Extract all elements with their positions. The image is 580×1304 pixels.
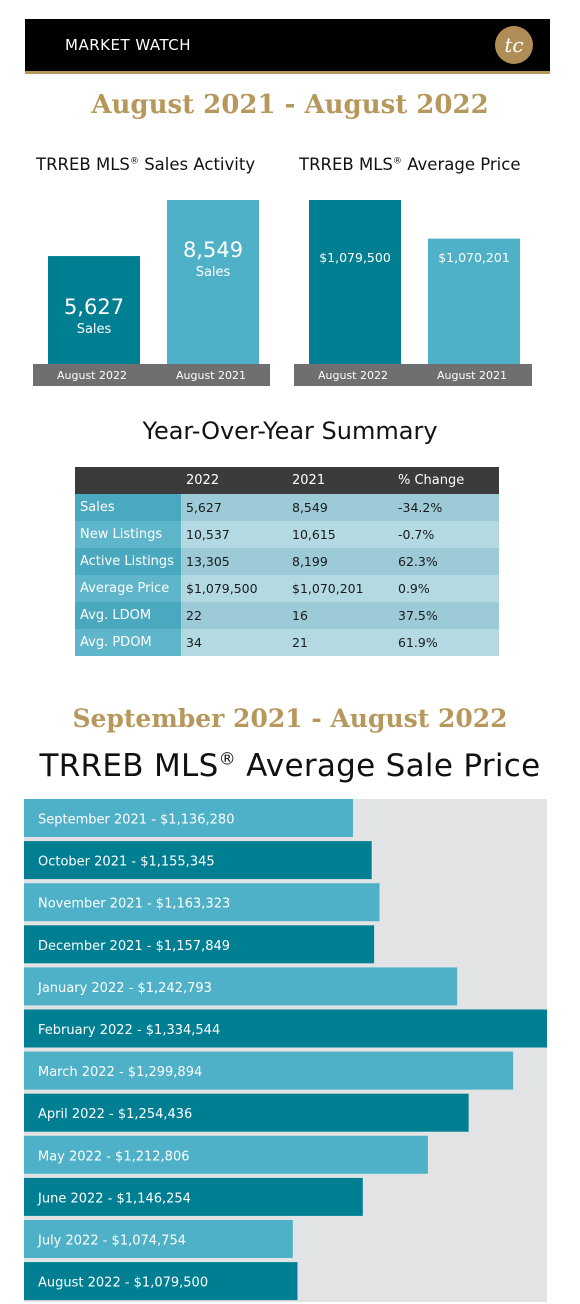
bar-label: August 2022 - $1,079,500 (38, 1276, 208, 1291)
bar (24, 799, 354, 837)
cell-change: -34.2% (393, 494, 499, 521)
cell-change: 62.3% (393, 548, 499, 575)
cell-change: 61.9% (393, 629, 499, 656)
brand-logo: tc (495, 26, 533, 64)
cell-change: 37.5% (393, 602, 499, 629)
summary-col-header: % Change (393, 467, 499, 494)
data-label: $1,079,500 (319, 250, 391, 265)
summary-col-header: 2021 (287, 467, 393, 494)
cell-2021: $1,070,201 (287, 575, 393, 602)
bar-label: October 2021 - $1,155,345 (38, 855, 215, 870)
row-label: Avg. PDOM (75, 629, 181, 656)
bar-label: January 2022 - $1,242,793 (37, 981, 212, 996)
summary-table: 2022 2021 % Change Sales 5,627 8,549 -34… (75, 467, 499, 656)
bar (24, 1009, 547, 1048)
bar-label: December 2021 - $1,157,849 (38, 939, 230, 954)
bar (24, 1177, 363, 1216)
bar (24, 1051, 514, 1090)
cell-change: -0.7% (393, 521, 499, 548)
cell-2021: 16 (287, 602, 393, 629)
bar (24, 967, 458, 1006)
table-row: Avg. PDOM 34 21 61.9% (75, 629, 499, 656)
bar (24, 883, 380, 922)
cell-2022: 22 (181, 602, 287, 629)
x-axis-band (294, 364, 532, 386)
cell-2021: 8,199 (287, 548, 393, 575)
row-label: New Listings (75, 521, 181, 548)
data-label-unit: Sales (77, 322, 112, 337)
bar (24, 1135, 428, 1174)
table-row: Average Price $1,079,500 $1,070,201 0.9% (75, 575, 499, 602)
monthly-chart-title: TRREB MLS® Average Sale Price (39, 748, 541, 784)
bar-label: September 2021 - $1,136,280 (38, 813, 234, 828)
bar-label: February 2022 - $1,334,544 (38, 1023, 220, 1038)
table-row: Avg. LDOM 22 16 37.5% (75, 602, 499, 629)
table-row: Sales 5,627 8,549 -34.2% (75, 494, 499, 521)
bar (167, 200, 259, 364)
bar (24, 1093, 469, 1132)
summary-title: Year-Over-Year Summary (142, 417, 438, 445)
header-title: MARKET WATCH (65, 36, 192, 54)
tick-label: August 2022 (318, 369, 388, 382)
tick-label: August 2022 (57, 369, 127, 382)
tick-label: August 2021 (176, 369, 246, 382)
bar-label: November 2021 - $1,163,323 (38, 897, 230, 912)
row-label: Avg. LDOM (75, 602, 181, 629)
bar (24, 925, 375, 964)
data-label: 8,549 (183, 238, 243, 262)
bar (24, 841, 372, 880)
sales-activity-chart: 5,627 Sales August 2022 8,549 Sales August 20… (33, 200, 270, 386)
bar (24, 1220, 293, 1258)
bar (24, 1262, 298, 1301)
period-title-2: September 2021 - August 2022 (72, 704, 508, 733)
tick-label: August 2021 (437, 369, 507, 382)
sales-activity-title: TRREB MLS® Sales Activity (36, 155, 256, 174)
bar (309, 200, 401, 364)
cell-2022: 34 (181, 629, 287, 656)
data-label-unit: Sales (196, 265, 231, 280)
cell-2022: 5,627 (181, 494, 287, 521)
row-label: Average Price (75, 575, 181, 602)
bar (428, 238, 520, 364)
header-bar: MARKET WATCH tc (25, 19, 550, 74)
bar-label: April 2022 - $1,254,436 (38, 1107, 192, 1122)
cell-change: 0.9% (393, 575, 499, 602)
cell-2022: 13,305 (181, 548, 287, 575)
summary-col-header (75, 467, 181, 494)
row-label: Sales (75, 494, 181, 521)
bar (48, 256, 140, 364)
cell-2021: 8,549 (287, 494, 393, 521)
cell-2021: 10,615 (287, 521, 393, 548)
average-price-title: TRREB MLS® Average Price (299, 155, 521, 174)
cell-2021: 21 (287, 629, 393, 656)
data-label: 5,627 (64, 295, 124, 319)
data-label: $1,070,201 (438, 250, 510, 265)
period-title-1: August 2021 - August 2022 (91, 90, 489, 120)
summary-header-row: 2022 2021 % Change (75, 467, 499, 494)
bar-label: March 2022 - $1,299,894 (38, 1065, 202, 1080)
x-axis-band (33, 364, 270, 386)
summary-col-header: 2022 (181, 467, 287, 494)
row-label: Active Listings (75, 548, 181, 575)
cell-2022: $1,079,500 (181, 575, 287, 602)
table-row: New Listings 10,537 10,615 -0.7% (75, 521, 499, 548)
bar-label: July 2022 - $1,074,754 (37, 1234, 186, 1249)
cell-2022: 10,537 (181, 521, 287, 548)
bar-label: May 2022 - $1,212,806 (38, 1149, 189, 1164)
bar-label: June 2022 - $1,146,254 (37, 1191, 191, 1206)
average-price-chart: $1,079,500 August 2022 $1,070,201 August 20… (294, 200, 532, 386)
chart-background (24, 799, 547, 1302)
table-row: Active Listings 13,305 8,199 62.3% (75, 548, 499, 575)
